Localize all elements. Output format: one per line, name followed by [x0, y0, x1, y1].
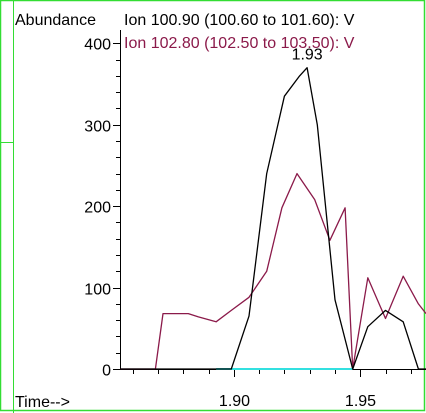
axes [120, 30, 426, 370]
series-line-0 [120, 67, 426, 370]
series-layer [120, 67, 426, 370]
y-tick-label: 0 [102, 363, 111, 380]
y-tick-label: 300 [84, 119, 111, 136]
y-axis-ticks: 0 100 200 300 400 [84, 37, 120, 380]
legend-entry-ion-102-80: Ion 102.80 (102.50 to 103.50): V [124, 35, 355, 52]
x-axis-ticks: 1.90 1.95 [133, 369, 412, 410]
series-line-1 [120, 172, 426, 370]
y-tick-label: 200 [84, 200, 111, 217]
legend-entry-ion-100-90: Ion 100.90 (100.60 to 101.60): V [124, 12, 355, 29]
x-tick-label: 1.95 [345, 393, 376, 410]
y-tick-label: 100 [84, 282, 111, 299]
peak-annotation: 1.93 [292, 47, 323, 64]
y-axis-label: Abundance [15, 12, 96, 29]
x-tick-label: 1.90 [219, 393, 250, 410]
x-axis-label: Time--> [15, 394, 70, 411]
y-tick-label: 400 [84, 37, 111, 54]
